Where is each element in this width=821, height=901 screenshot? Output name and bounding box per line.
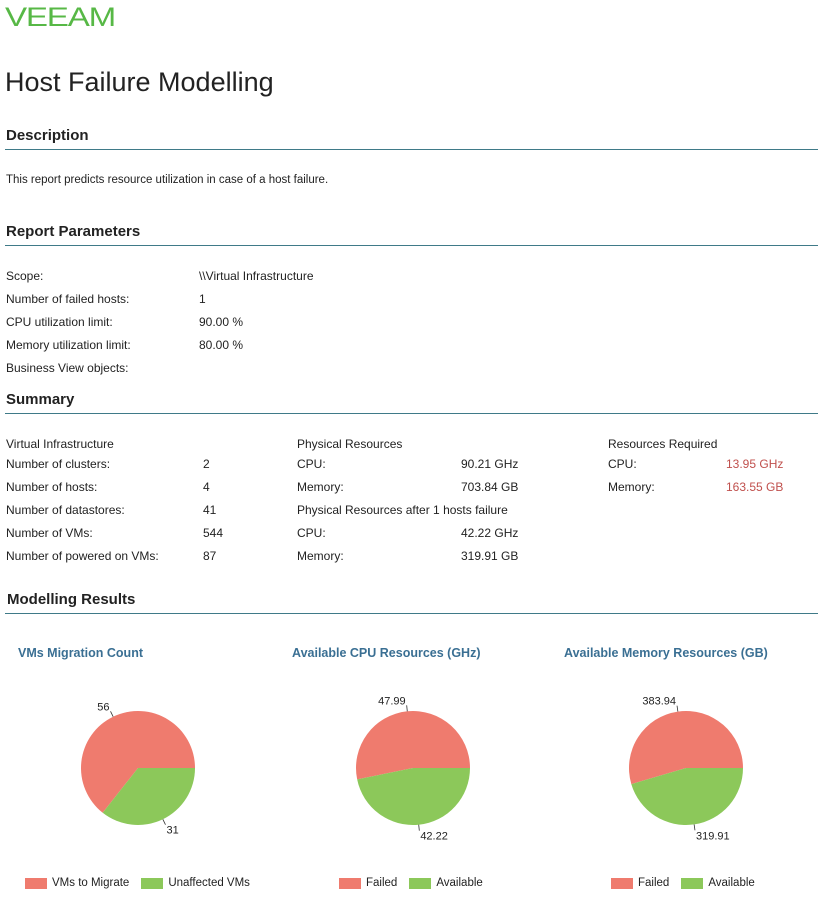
param-label-scope: Scope:: [6, 269, 44, 283]
virtual-infra-heading: Virtual Infrastructure: [6, 437, 114, 451]
legend-swatch-green: [681, 877, 704, 889]
legend-memory-resources: Failed Available: [611, 877, 755, 889]
pie-data-label: 56: [97, 701, 109, 713]
pie-slice-available: [357, 768, 470, 825]
pie-leader-line: [693, 824, 696, 831]
summary-value-clusters: 2: [203, 457, 210, 471]
pie-data-label: 42.22: [420, 831, 448, 843]
required-value-memory: 163.55 GB: [726, 480, 784, 494]
results-heading: Modelling Results: [7, 591, 136, 608]
param-label-failed-hosts: Number of failed hosts:: [6, 292, 130, 306]
param-label-cpu-limit: CPU utilization limit:: [6, 315, 113, 329]
summary-label-vms: Number of VMs:: [6, 526, 93, 540]
param-label-memory-limit: Memory utilization limit:: [6, 338, 131, 352]
resources-required-heading: Resources Required: [608, 437, 718, 451]
parameters-heading: Report Parameters: [6, 223, 141, 240]
legend-item: Failed: [638, 877, 670, 889]
summary-value-powered-vms: 87: [203, 549, 217, 563]
pie-data-label: 383.94: [642, 696, 676, 708]
pie-chart-memory-resources: 383.94 319.91: [629, 696, 743, 842]
summary-label-clusters: Number of clusters:: [6, 457, 111, 471]
summary-value-datastores: 41: [203, 503, 217, 517]
pie-slice-available: [631, 768, 743, 825]
physical-after-label-cpu: CPU:: [297, 526, 326, 540]
pie-leader-line: [162, 819, 166, 825]
summary-rule: [5, 413, 818, 414]
pie-chart-cpu-resources: 47.99 42.22: [356, 695, 470, 843]
legend-swatch-green: [409, 877, 432, 889]
physical-after-value-cpu: 42.22 GHz: [461, 526, 519, 540]
chart-title-memory-resources: Available Memory Resources (GB): [564, 646, 768, 660]
page-title: Host Failure Modelling: [5, 67, 274, 97]
pie-data-label: 31: [166, 825, 178, 837]
required-label-cpu: CPU:: [608, 457, 637, 471]
summary-value-hosts: 4: [203, 480, 210, 494]
summary-heading: Summary: [6, 391, 75, 408]
legend-item: Available: [708, 877, 755, 889]
legend-swatch-red: [25, 877, 47, 889]
pie-leader-line: [110, 711, 114, 717]
description-text: This report predicts resource utilizatio…: [6, 174, 329, 186]
legend-swatch-red: [339, 877, 361, 889]
legend-item: Failed: [366, 877, 398, 889]
veeam-logo: VEEAM: [5, 4, 116, 30]
physical-after-label-memory: Memory:: [297, 549, 344, 563]
pie-leader-line: [406, 705, 408, 712]
physical-value-cpu: 90.21 GHz: [461, 457, 519, 471]
pie-leader-line: [676, 705, 679, 712]
physical-label-cpu: CPU:: [297, 457, 326, 471]
physical-resources-heading: Physical Resources: [297, 437, 403, 451]
summary-label-datastores: Number of datastores:: [6, 503, 125, 517]
summary-value-vms: 544: [203, 526, 224, 540]
description-rule: [5, 149, 818, 150]
pie-slice-failed: [356, 711, 470, 780]
legend-vms-migration: VMs to Migrate Unaffected VMs: [25, 877, 250, 889]
legend-item: Unaffected VMs: [168, 877, 250, 889]
chart-title-cpu-resources: Available CPU Resources (GHz): [292, 646, 481, 660]
pie-slice-failed: [629, 711, 743, 785]
summary-label-powered-vms: Number of powered on VMs:: [6, 549, 159, 563]
pie-data-label: 47.99: [378, 695, 406, 707]
chart-title-vms-migration: VMs Migration Count: [18, 646, 143, 660]
param-label-business-view: Business View objects:: [6, 361, 129, 375]
legend-swatch-green: [141, 877, 164, 889]
summary-label-hosts: Number of hosts:: [6, 480, 98, 494]
physical-after-value-memory: 319.91 GB: [461, 549, 519, 563]
param-value-memory-limit: 80.00 %: [199, 338, 244, 352]
legend-item: VMs to Migrate: [52, 877, 130, 889]
physical-label-memory: Memory:: [297, 480, 344, 494]
description-heading: Description: [6, 127, 89, 144]
results-rule: [5, 613, 818, 614]
param-value-failed-hosts: 1: [199, 292, 206, 306]
legend-cpu-resources: Failed Available: [339, 877, 483, 889]
pie-slice-vms-to-migrate: [81, 711, 195, 813]
parameters-rule: [5, 245, 818, 246]
svg-text:VEEAM: VEEAM: [5, 4, 115, 30]
required-label-memory: Memory:: [608, 480, 655, 494]
pie-data-label: 319.91: [696, 830, 730, 842]
physical-value-memory: 703.84 GB: [461, 480, 519, 494]
pie-leader-line: [418, 824, 420, 831]
param-value-scope: \\Virtual Infrastructure: [199, 269, 314, 283]
param-value-cpu-limit: 90.00 %: [199, 315, 244, 329]
physical-after-heading: Physical Resources after 1 hosts failure: [297, 503, 508, 517]
pie-slice-unaffected-vms: [102, 768, 195, 825]
pie-chart-vms-migration: 56 31: [81, 701, 195, 837]
legend-swatch-red: [611, 877, 633, 889]
legend-item: Available: [436, 877, 483, 889]
required-value-cpu: 13.95 GHz: [726, 457, 784, 471]
